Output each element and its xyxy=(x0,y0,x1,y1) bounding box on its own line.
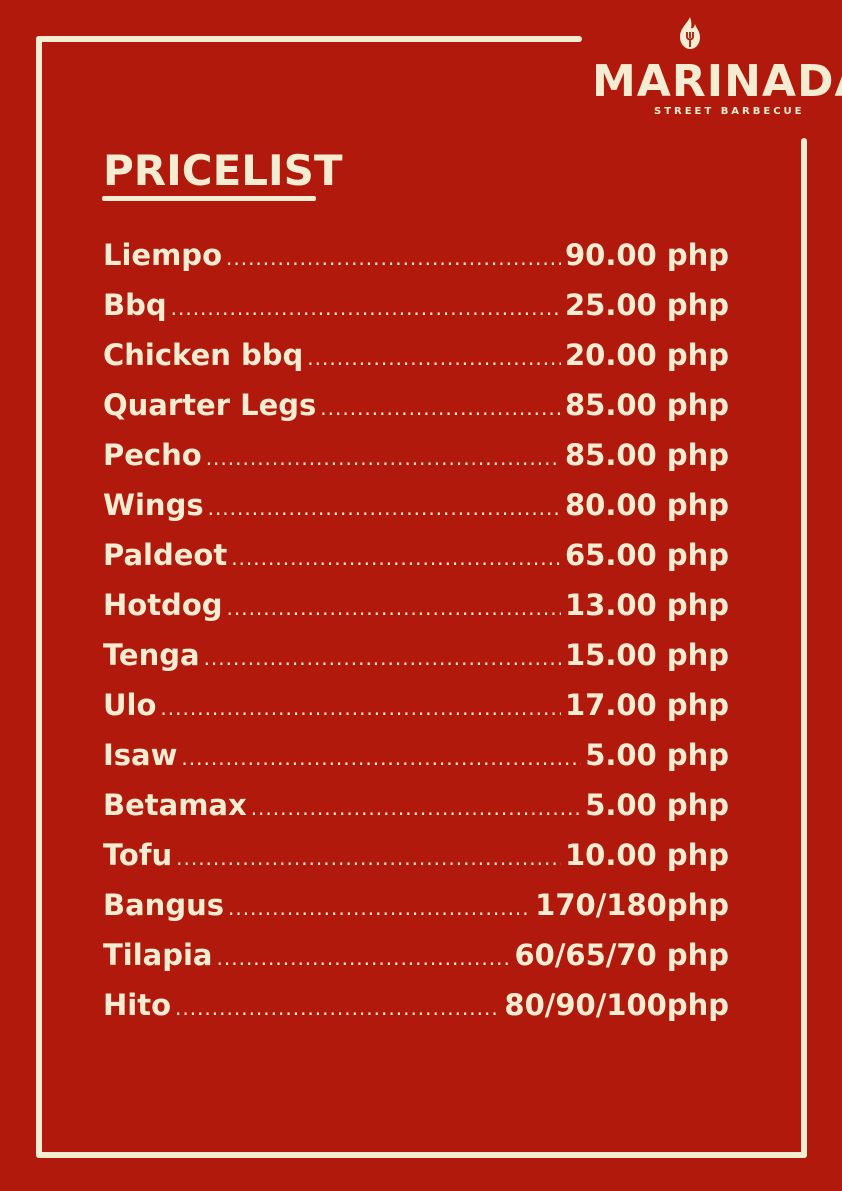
dot-leader xyxy=(227,596,562,620)
item-name: Tenga xyxy=(103,638,200,672)
item-price: 90.00 php xyxy=(565,238,729,272)
price-row: Liempo 90.00 php xyxy=(103,238,729,288)
dot-leader xyxy=(226,246,561,270)
brand-tagline: STREET BARBECUE xyxy=(654,106,805,117)
brand-logo: MARINADA STREET BARBECUE xyxy=(592,16,842,117)
dot-leader xyxy=(217,946,511,970)
item-name: Paldeot xyxy=(103,538,228,572)
dot-leader xyxy=(208,496,561,520)
dot-leader xyxy=(171,296,561,320)
price-row: Paldeot 65.00 php xyxy=(103,538,729,588)
price-row: Bangus 170/180php xyxy=(103,888,729,938)
item-name: Quarter Legs xyxy=(103,388,317,422)
title-underline xyxy=(102,196,316,201)
item-name: Pecho xyxy=(103,438,202,472)
frame-border-top xyxy=(36,36,582,42)
item-price: 15.00 php xyxy=(565,638,729,672)
item-price: 10.00 php xyxy=(565,838,729,872)
item-name: Wings xyxy=(103,488,204,522)
dot-leader xyxy=(181,746,581,770)
item-price: 80.00 php xyxy=(565,488,729,522)
price-row: Isaw 5.00 php xyxy=(103,738,729,788)
page-title: PRICELIST xyxy=(103,146,343,195)
item-name: Bbq xyxy=(103,288,167,322)
item-price: 5.00 php xyxy=(585,738,729,772)
price-row: Wings 80.00 php xyxy=(103,488,729,538)
item-name: Hotdog xyxy=(103,588,223,622)
price-row: Quarter Legs 85.00 php xyxy=(103,388,729,438)
price-row: Bbq 25.00 php xyxy=(103,288,729,338)
dot-leader xyxy=(206,446,561,470)
item-price: 80/90/100php xyxy=(504,988,729,1022)
price-row: Chicken bbq 20.00 php xyxy=(103,338,729,388)
item-price: 5.00 php xyxy=(585,788,729,822)
item-name: Betamax xyxy=(103,788,247,822)
item-name: Ulo xyxy=(103,688,157,722)
dot-leader xyxy=(251,796,581,820)
item-price: 25.00 php xyxy=(565,288,729,322)
price-row: Hotdog 13.00 php xyxy=(103,588,729,638)
frame-border-right xyxy=(801,138,807,1158)
dot-leader xyxy=(320,396,561,420)
item-name: Tofu xyxy=(103,838,173,872)
item-name: Chicken bbq xyxy=(103,338,304,372)
frame-border-bottom xyxy=(36,1152,807,1158)
item-price: 170/180php xyxy=(535,888,729,922)
dot-leader xyxy=(176,846,561,870)
item-name: Hito xyxy=(103,988,171,1022)
dot-leader xyxy=(175,996,500,1020)
item-price: 13.00 php xyxy=(565,588,729,622)
dot-leader xyxy=(307,346,561,370)
item-name: Bangus xyxy=(103,888,224,922)
item-name: Tilapia xyxy=(103,938,213,972)
price-row: Pecho 85.00 php xyxy=(103,438,729,488)
item-price: 85.00 php xyxy=(565,388,729,422)
price-row: Hito 80/90/100php xyxy=(103,988,729,1038)
item-price: 20.00 php xyxy=(565,338,729,372)
item-price: 65.00 php xyxy=(565,538,729,572)
price-row: Tilapia 60/65/70 php xyxy=(103,938,729,988)
flame-fork-icon xyxy=(680,17,700,49)
price-list: Liempo 90.00 php Bbq 25.00 php Chicken bbq 20… xyxy=(103,238,729,1038)
item-price: 85.00 php xyxy=(565,438,729,472)
price-row: Ulo 17.00 php xyxy=(103,688,729,738)
dot-leader xyxy=(160,696,561,720)
brand-name: MARINADA xyxy=(592,56,842,107)
price-row: Betamax 5.00 php xyxy=(103,788,729,838)
item-name: Isaw xyxy=(103,738,178,772)
price-row: Tenga 15.00 php xyxy=(103,638,729,688)
price-row: Tofu 10.00 php xyxy=(103,838,729,888)
frame-border-left xyxy=(36,36,42,1158)
dot-leader xyxy=(228,896,531,920)
dot-leader xyxy=(204,646,561,670)
dot-leader xyxy=(231,546,561,570)
item-name: Liempo xyxy=(103,238,222,272)
item-price: 17.00 php xyxy=(565,688,729,722)
item-price: 60/65/70 php xyxy=(514,938,729,972)
